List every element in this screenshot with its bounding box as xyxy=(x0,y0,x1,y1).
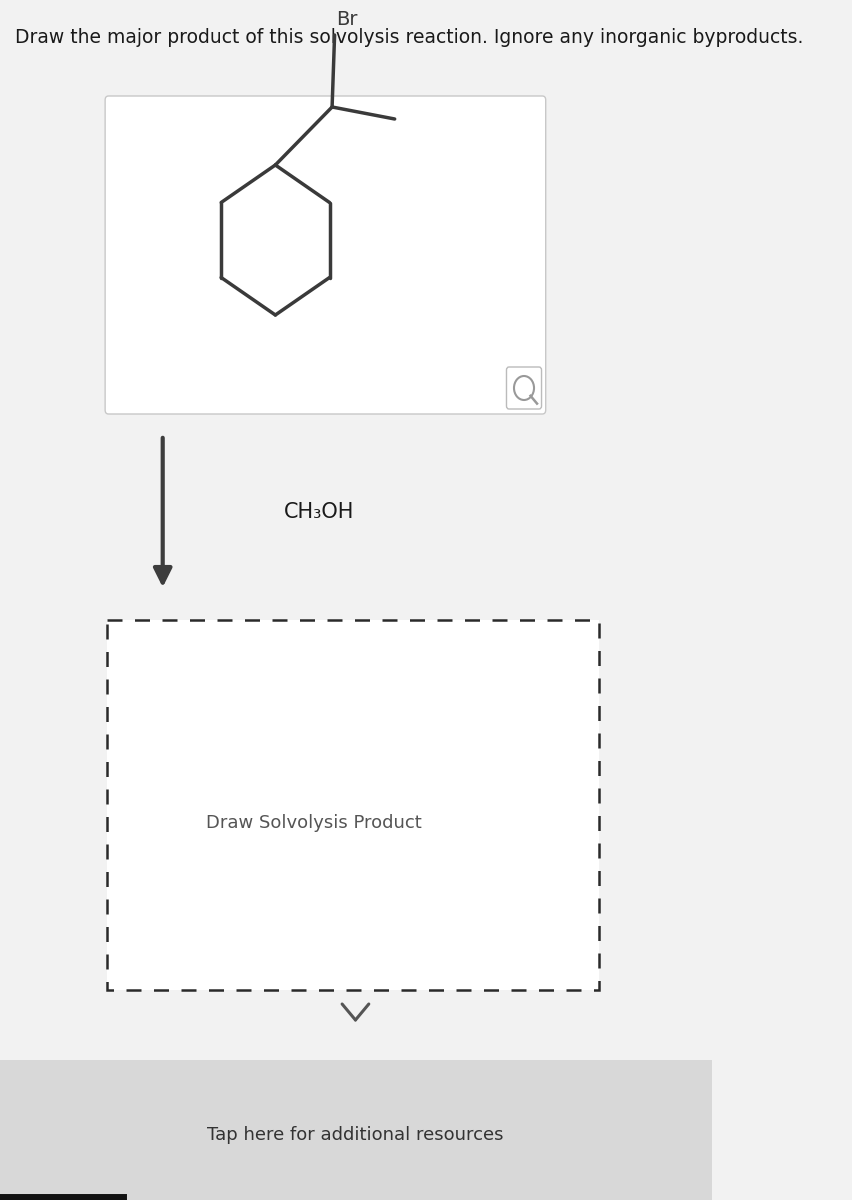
Bar xyxy=(106,620,598,990)
Bar xyxy=(0,1060,711,1200)
Text: Draw Solvolysis Product: Draw Solvolysis Product xyxy=(205,815,421,833)
FancyBboxPatch shape xyxy=(105,96,545,414)
Text: Draw the major product of this solvolysis reaction. Ignore any inorganic byprodu: Draw the major product of this solvolysi… xyxy=(15,28,803,47)
Text: Tap here for additional resources: Tap here for additional resources xyxy=(207,1126,504,1144)
Text: CH₃OH: CH₃OH xyxy=(284,503,354,522)
Text: Br: Br xyxy=(336,10,357,29)
